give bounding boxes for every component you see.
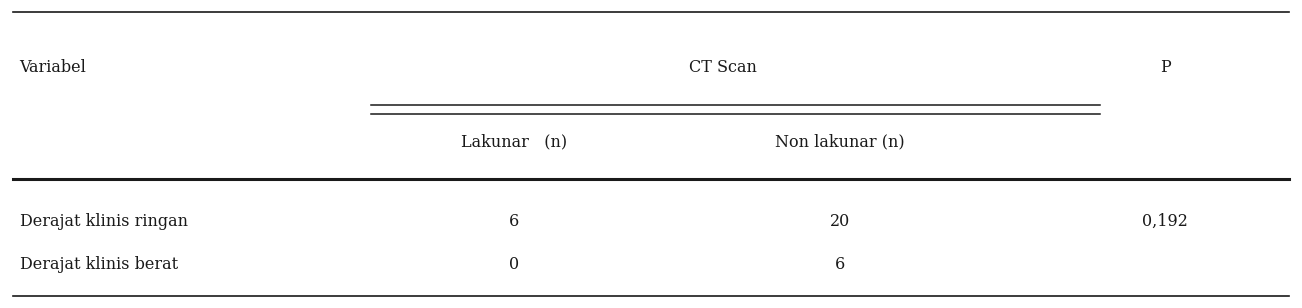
- Text: CT Scan: CT Scan: [689, 59, 756, 76]
- Text: Non lakunar (n): Non lakunar (n): [775, 133, 905, 150]
- Text: Variabel: Variabel: [20, 59, 86, 76]
- Text: Derajat klinis ringan: Derajat klinis ringan: [20, 213, 187, 230]
- Text: 0,192: 0,192: [1142, 213, 1189, 230]
- Text: 6: 6: [835, 256, 845, 274]
- Text: Lakunar   (n): Lakunar (n): [461, 133, 568, 150]
- Text: 0: 0: [509, 256, 519, 274]
- Text: 20: 20: [829, 213, 850, 230]
- Text: Derajat klinis berat: Derajat klinis berat: [20, 256, 177, 274]
- Text: P: P: [1160, 59, 1170, 76]
- Text: 6: 6: [509, 213, 519, 230]
